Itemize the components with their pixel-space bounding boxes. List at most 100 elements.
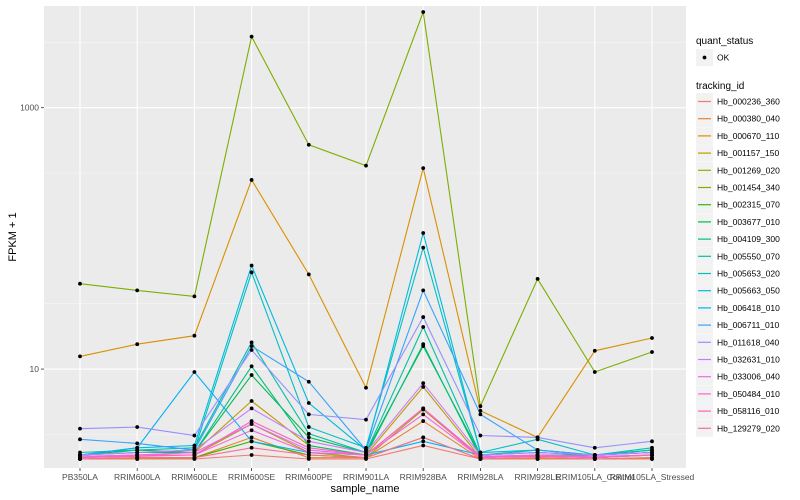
data-point [249,340,254,345]
data-point [592,457,597,461]
data-point [650,439,654,444]
data-point [306,445,311,450]
legend-item-label: Hb_006418_010 [717,303,780,313]
data-point [249,439,254,444]
data-point [364,163,368,168]
data-point [249,453,254,457]
data-point [192,455,197,460]
legend-item-label: Hb_005653_020 [717,269,780,279]
data-point [78,354,82,359]
data-point [78,437,82,442]
data-point [135,441,140,446]
data-point [421,385,426,389]
data-point [421,419,426,423]
grid-lines [44,6,686,468]
x-tick-label: RRIM901LA [343,472,390,482]
x-tick-label: RRIM600LA [114,472,161,482]
legend-item-label: Hb_011618_040 [717,337,780,347]
data-point [306,439,311,444]
legend-item-label: Hb_003677_010 [717,217,780,227]
data-point [421,10,426,14]
legend-item-label: Hb_000236_360 [717,97,780,107]
data-point [192,433,197,438]
legend: quant_status OK tracking_id Hb_000236_360 Hb… [696,36,780,437]
legend-shape-label: OK [717,53,730,63]
data-points [78,10,654,461]
data-point [364,455,368,460]
legend-item-label: Hb_005663_050 [717,286,780,296]
data-point [650,455,654,460]
x-axis-title: sample_name [330,483,399,495]
data-point [249,364,254,369]
data-point [306,412,311,417]
data-point [421,439,426,444]
data-point [650,445,654,450]
x-tick-label: RRIM928LA [457,472,504,482]
data-point [249,178,254,182]
data-point [421,406,426,411]
legend-item-label: Hb_129279_020 [717,423,780,433]
data-point [421,443,426,448]
data-point [192,294,197,299]
data-point [249,344,254,348]
data-point [592,445,597,450]
panel-background [44,6,686,468]
data-point [78,426,82,431]
y-tick-label: 10 [30,364,40,374]
data-point [478,408,483,413]
x-tick-label: RRIM600SE [228,472,276,482]
legend-shape-title: quant_status [696,36,753,47]
data-point [135,455,140,460]
data-point [306,455,311,460]
data-point [192,333,197,338]
data-point [650,336,654,340]
data-point [306,142,311,147]
data-point [249,270,254,275]
data-point [421,288,426,293]
data-point [306,425,311,429]
data-point [306,272,311,277]
data-point [421,315,426,319]
legend-item-label: Hb_004109_300 [717,234,780,244]
data-point [135,425,140,429]
x-tick-label: RRIM105LA_Stressed [610,472,695,482]
data-point [364,453,368,457]
x-tick-label: RRIM928BA [400,472,448,482]
legend-item-label: Hb_033006_040 [717,372,780,382]
data-point [78,281,82,286]
data-point [478,404,483,409]
legend-item-label: Hb_032631_010 [717,355,780,365]
data-point [592,370,597,374]
data-point [306,435,311,440]
legend-item-label: Hb_058116_010 [717,406,780,416]
legend-item-label: Hb_001269_020 [717,165,780,175]
data-point [249,445,254,450]
data-point [78,457,82,461]
data-point [535,455,540,460]
x-tick-label: RRIM928LE [514,472,561,482]
data-point [306,431,311,436]
data-point [249,406,254,411]
data-point [421,381,426,386]
legend-item-label: Hb_000380_040 [717,114,780,124]
legend-item-label: Hb_006711_010 [717,320,780,330]
data-point [249,348,254,352]
legend-item-label: Hb_050484_010 [717,389,780,399]
data-point [249,373,254,377]
legend-item-label: Hb_000670_110 [717,131,780,141]
data-point [364,385,368,390]
data-point [421,325,426,329]
y-axis-title: FPKM + 1 [7,212,19,261]
legend-color-title: tracking_id [696,81,744,92]
data-point [249,34,254,39]
data-point [592,348,597,353]
x-axis: PB350LA RRIM600LA RRIM600LE RRIM600SE RRIM60… [62,468,695,482]
x-tick-label: RRIM600LE [171,472,218,482]
data-point [249,263,254,268]
y-tick-label: 1000 [20,103,39,113]
data-point [249,428,254,433]
data-point [478,457,483,461]
data-point [421,412,426,417]
data-point [650,453,654,457]
